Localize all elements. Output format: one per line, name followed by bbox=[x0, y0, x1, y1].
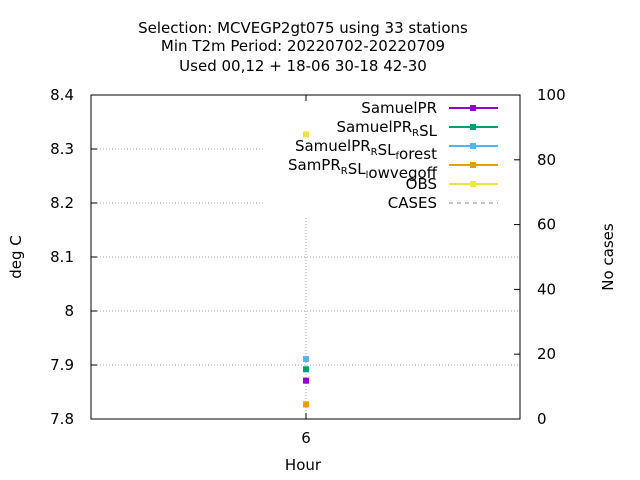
legend-marker bbox=[470, 105, 476, 111]
legend-label-part: R bbox=[412, 128, 419, 139]
y2-axis-label: No cases bbox=[599, 223, 617, 291]
legend-entry: CASES bbox=[388, 194, 498, 212]
y-tick-label: 8.2 bbox=[50, 194, 74, 212]
x-axis-label: Hour bbox=[285, 456, 322, 474]
y-axis-ticks: 7.8 7.9 8 8.1 8.2 8.3 8.4 bbox=[50, 86, 97, 428]
x-axis-ticks: 6 bbox=[301, 95, 311, 447]
legend-marker bbox=[470, 162, 476, 168]
y2-tick-label: 20 bbox=[537, 345, 556, 363]
legend-marker bbox=[470, 181, 476, 187]
y2-axis-ticks: 0 20 40 60 80 100 bbox=[514, 86, 566, 428]
data-point bbox=[303, 131, 309, 138]
y2-tick-label: 40 bbox=[537, 280, 556, 298]
legend-marker bbox=[470, 143, 476, 149]
y2-tick-label: 60 bbox=[537, 216, 556, 234]
legend-label-part: SamuelPR bbox=[336, 118, 412, 136]
legend-background bbox=[264, 99, 518, 217]
data-point bbox=[303, 401, 309, 408]
legend-label-part: SamuelPR bbox=[361, 99, 437, 117]
legend-label-part: SL bbox=[378, 141, 397, 159]
legend-label: SamuelPRRSLforest bbox=[295, 137, 437, 163]
x-tick-label: 6 bbox=[301, 429, 311, 447]
legend-label-part: owvegoff bbox=[368, 164, 437, 182]
legend-label: SamPRRSLlowvegoff bbox=[288, 156, 438, 182]
y-tick-label: 7.9 bbox=[50, 356, 74, 374]
legend-label-part: SamPR bbox=[288, 156, 341, 174]
legend: SamuelPRSamuelPRRSLSamuelPRRSLforestSamP… bbox=[288, 99, 498, 212]
legend-label-part: OBS bbox=[406, 175, 437, 193]
chart-title: Selection: MCVEGP2gt075 using 33 station… bbox=[138, 19, 468, 75]
legend-label-part: f bbox=[396, 151, 400, 162]
legend-label: OBS bbox=[406, 175, 437, 193]
y2-tick-label: 80 bbox=[537, 151, 556, 169]
legend-label-part: R bbox=[371, 147, 378, 158]
y2-tick-label: 0 bbox=[537, 410, 547, 428]
data-point bbox=[303, 377, 309, 384]
y-tick-label: 8.1 bbox=[50, 248, 74, 266]
title-line-1: Selection: MCVEGP2gt075 using 33 station… bbox=[138, 19, 468, 37]
legend-label-part: SL bbox=[419, 122, 438, 140]
legend-marker bbox=[470, 124, 476, 130]
y-tick-label: 7.8 bbox=[50, 410, 74, 428]
y-tick-label: 8.4 bbox=[50, 86, 74, 104]
data-points bbox=[303, 131, 309, 408]
legend-label: CASES bbox=[388, 194, 437, 212]
legend-label-part: l bbox=[366, 170, 369, 181]
legend-label-part: orest bbox=[399, 145, 437, 163]
legend-box bbox=[264, 99, 518, 217]
legend-entry: OBS bbox=[406, 175, 498, 193]
y-tick-label: 8 bbox=[64, 302, 74, 320]
y-tick-label: 8.3 bbox=[50, 140, 74, 158]
data-point bbox=[303, 366, 309, 373]
legend-label-part: SamuelPR bbox=[295, 137, 371, 155]
legend-label: SamuelPR bbox=[361, 99, 437, 117]
title-line-3: Used 00,12 + 18-06 30-18 42-30 bbox=[179, 57, 427, 75]
y-axis-label: deg C bbox=[7, 235, 25, 279]
legend-entry: SamuelPR bbox=[361, 99, 498, 117]
legend-label-part: R bbox=[341, 166, 348, 177]
legend-label-part: SL bbox=[348, 160, 367, 178]
legend-entry: SamuelPRRSL bbox=[336, 118, 498, 140]
data-point bbox=[303, 356, 309, 363]
legend-entry: SamPRRSLlowvegoff bbox=[288, 156, 498, 182]
legend-label-part: CASES bbox=[388, 194, 437, 212]
title-line-2: Min T2m Period: 20220702-20220709 bbox=[161, 37, 445, 55]
y2-tick-label: 100 bbox=[537, 86, 566, 104]
legend-entry: SamuelPRRSLforest bbox=[295, 137, 498, 163]
legend-label: SamuelPRRSL bbox=[336, 118, 437, 140]
